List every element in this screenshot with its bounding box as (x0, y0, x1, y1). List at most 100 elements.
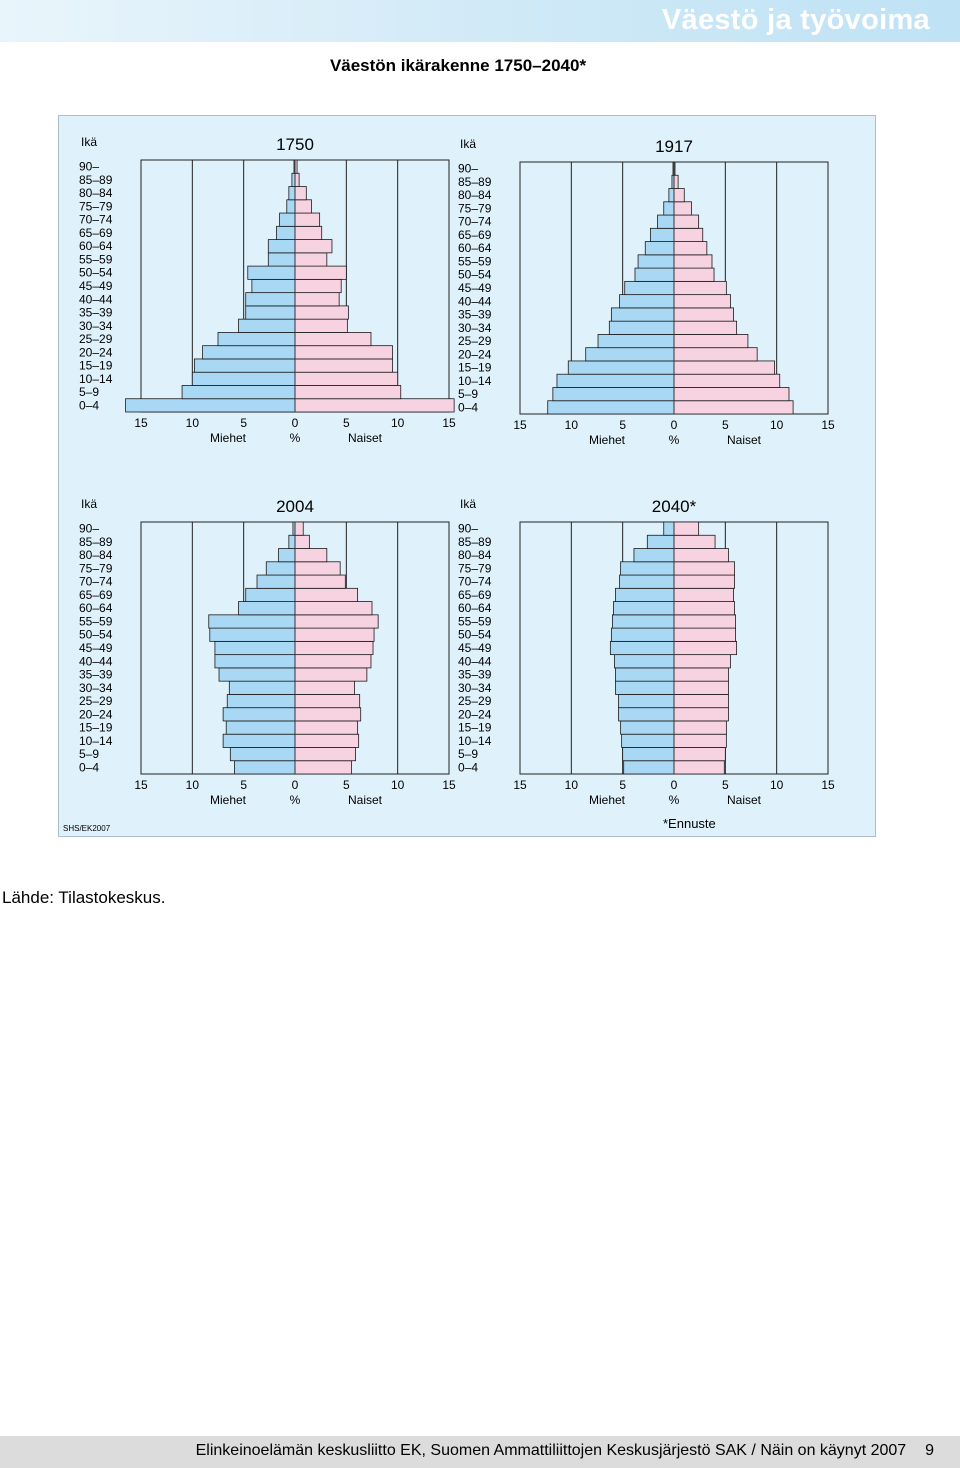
pyramid-1-male-bar (608, 320, 675, 335)
pyramid-3-male-bar (615, 680, 675, 695)
pyramid-1-age-label: 5–9 (458, 387, 478, 401)
pyramid-1-age-label: 40–44 (458, 294, 492, 308)
pyramid-3-male-bar (633, 548, 675, 563)
pyramid-0-male-bar (181, 385, 296, 400)
pyramid-3-age-label: 30–34 (458, 681, 492, 695)
pyramid-1-male-bar (619, 294, 675, 309)
pyramid-2-age-label: 25–29 (79, 694, 113, 708)
pyramid-1-male-bar (552, 387, 675, 402)
pyramid-2-male-bar (278, 548, 296, 563)
pyramid-0-female-bar (294, 398, 455, 413)
pyramid-3-male-bar (646, 534, 675, 549)
pyramid-0-age-label: 35–39 (79, 306, 113, 320)
pyramid-2-age-label: 5–9 (79, 747, 99, 761)
pyramid-0-x-tick: 5 (343, 416, 350, 430)
pyramid-3-female-bar (673, 680, 729, 695)
pyramid-2-female-bar (294, 640, 374, 656)
pyramid-3-x-tick: 10 (770, 778, 784, 792)
pyramid-2-age-label: 70–74 (79, 575, 113, 589)
pyramid-1-age-label: 90– (458, 162, 478, 176)
chart-panel: 1750 Ikä 0–4 5–9 10–14 15–19 20–24 25–29 30–34 35… (58, 115, 876, 837)
pyramid-2-right-label: Naiset (348, 793, 383, 807)
pyramid-2-male-bar (228, 680, 296, 695)
pyramid-1-male-bar (597, 334, 675, 349)
pyramid-3-age-label: 70–74 (458, 575, 492, 589)
pyramid-3-age-label: 15–19 (458, 721, 492, 735)
pyramid-3-age-label: 0–4 (458, 760, 478, 774)
pyramid-2-x-tick: 5 (240, 778, 247, 792)
pyramid-1-female-bar (673, 241, 708, 256)
pyramid-0-female-bar (294, 371, 399, 386)
pyramid-2-x-tick: 10 (186, 778, 200, 792)
pyramid-1-male-bar (649, 227, 675, 242)
pyramid-2-age-label: 0–4 (79, 760, 99, 774)
pyramid-0-age-label: 65–69 (79, 226, 113, 240)
pyramid-3-x-tick: 15 (513, 778, 527, 792)
pyramid-1-female-bar (673, 373, 781, 388)
population-pyramids: 1750Ikä0–45–910–1415–1920–2425–2930–3435… (79, 135, 835, 807)
pyramid-3-female-bar (673, 707, 729, 722)
pyramid-3-age-label: 40–44 (458, 654, 492, 668)
pyramid-3-male-bar (618, 694, 675, 709)
pyramid-3-x-tick: 5 (619, 778, 626, 792)
pyramid-0-male-bar (286, 199, 296, 214)
pyramid-2-female-bar (294, 747, 356, 762)
pyramid-2-left-label: Miehet (210, 793, 247, 807)
pyramid-3-female-bar (673, 574, 735, 589)
pyramid-3-age-label: 45–49 (458, 641, 492, 655)
pyramid-1-right-label: Naiset (727, 433, 762, 447)
pyramid-2-male-bar (209, 627, 296, 642)
pyramid-1-x-tick: 15 (821, 418, 835, 432)
pyramid-2-age-label: 40–44 (79, 654, 113, 668)
pyramid-2-x-tick: 15 (442, 778, 456, 792)
pyramid-0-female-bar (294, 318, 348, 333)
pyramid-0-age-label: 40–44 (79, 292, 113, 306)
pyramid-0-age-label: 50–54 (79, 266, 113, 280)
footer-band (0, 1436, 960, 1468)
pyramid-1-female-bar (673, 254, 713, 269)
figure-credit: SHS/EK2007 (63, 824, 111, 833)
pyramid-2-male-bar (214, 640, 296, 656)
pyramid-3-male-bar (619, 574, 675, 589)
pyramid-3-xlabel: % (669, 793, 680, 807)
pyramid-1-male-bar (547, 400, 675, 415)
pyramid-3-age-label: 10–14 (458, 734, 492, 748)
pyramid-3-age-label: 85–89 (458, 535, 492, 549)
pyramid-3-female-bar (673, 760, 725, 775)
pyramid-1-male-bar (644, 241, 675, 256)
pyramid-1-male-bar (657, 214, 675, 229)
pyramid-2-male-bar (222, 707, 296, 722)
pyramid-3-age-label: 55–59 (458, 614, 492, 628)
pyramid-0-male-bar (267, 252, 296, 267)
pyramid-3-male-bar (610, 627, 675, 642)
pyramid-1-x-tick: 5 (722, 418, 729, 432)
pyramid-1-age-label: 55–59 (458, 254, 492, 268)
pyramid-3-female-bar (673, 694, 729, 709)
pyramid-1-male-bar (637, 254, 675, 269)
pyramid-2-female-bar (294, 521, 304, 536)
pyramid-0-age-label: 75–79 (79, 199, 113, 213)
pyramid-1-x-tick: 15 (513, 418, 527, 432)
pyramid-0-x-tick: 15 (442, 416, 456, 430)
pyramid-1-female-bar (673, 280, 727, 296)
pyramid-2-female-bar (294, 627, 375, 642)
pyramid-3-male-bar (613, 601, 675, 616)
pyramid-1-age-label: 80–84 (458, 188, 492, 202)
pyramid-3-x-tick: 10 (565, 778, 579, 792)
pyramid-0-female-bar (294, 265, 347, 280)
pyramid-1-age-label: 35–39 (458, 308, 492, 322)
pyramid-2-title: 2004 (276, 497, 314, 516)
pyramid-3-x-tick: 0 (671, 778, 678, 792)
pyramid-2-female-bar (294, 733, 360, 748)
pyramid-3-age-label: 35–39 (458, 668, 492, 682)
pyramid-3-female-bar (673, 747, 726, 762)
pyramid-2-female-bar (294, 720, 359, 735)
pyramid-0-x-tick: 5 (240, 416, 247, 430)
pyramid-0-male-bar (193, 358, 296, 373)
pyramid-1-age-label: 60–64 (458, 241, 492, 255)
pyramid-0-male-bar (279, 212, 296, 227)
pyramid-1-male-bar (624, 280, 675, 296)
pyramid-0-age-label: 55–59 (79, 252, 113, 266)
pyramid-3-age-label: 65–69 (458, 588, 492, 602)
section-title: Väestö ja työvoima (661, 4, 930, 36)
